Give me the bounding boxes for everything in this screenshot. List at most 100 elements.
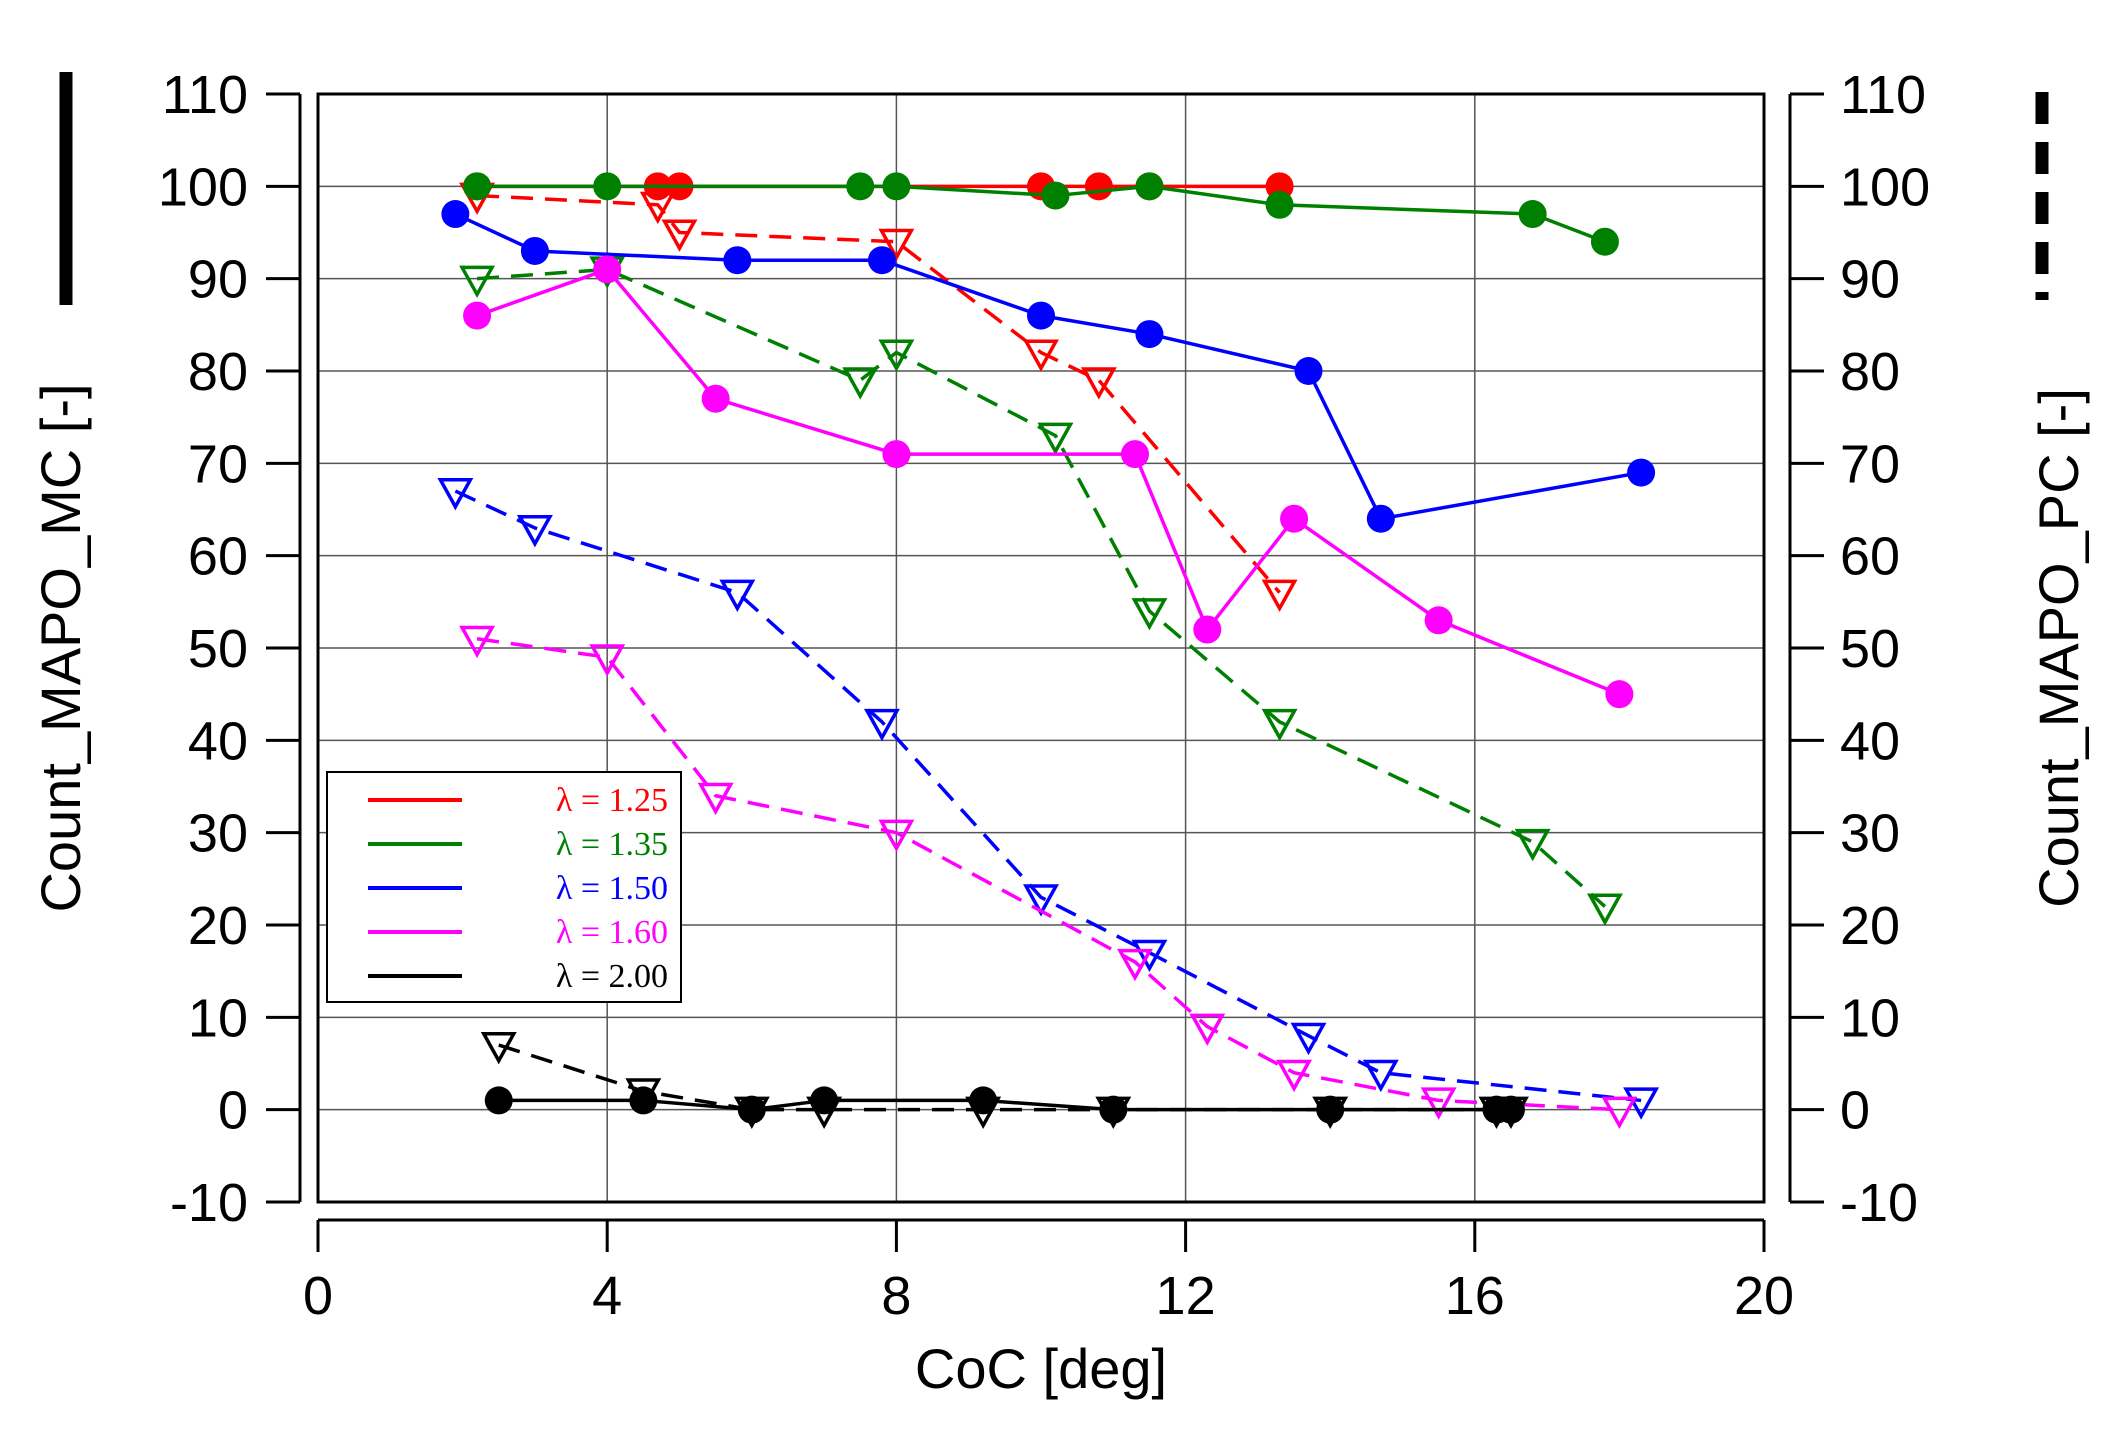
right-tick-label: 40 — [1840, 711, 1900, 771]
data-point — [437, 478, 474, 511]
data-point — [737, 1095, 766, 1124]
series-mc — [463, 172, 1619, 256]
data-point — [701, 384, 730, 413]
data-point — [661, 219, 698, 252]
data-point — [1496, 1095, 1525, 1124]
series-pc — [437, 478, 1660, 1120]
left-tick-label: 80 — [188, 342, 248, 402]
data-point — [1027, 301, 1055, 330]
data-point — [1265, 190, 1294, 219]
right-tick-label: 30 — [1840, 804, 1900, 864]
right-tick-label: 60 — [1840, 527, 1900, 587]
right-tick-label: 110 — [1840, 65, 1926, 125]
data-point — [1601, 1096, 1638, 1130]
left-tick-label: 100 — [158, 157, 248, 217]
bottom-axis: 0 4 8 12 16 20 — [303, 1218, 1794, 1326]
left-tick-label: -10 — [170, 1173, 248, 1233]
legend-label: λ = 1.50 — [556, 870, 668, 907]
legend: λ = 1.25 λ = 1.35 λ = 1.50 λ = 1.60 λ = 2.00 — [326, 771, 682, 1003]
left-tick-label: 40 — [188, 711, 248, 771]
series-line — [454, 212, 1642, 521]
data-point — [846, 172, 875, 201]
series-line — [454, 489, 1642, 1103]
data-point — [878, 228, 915, 262]
series-pc — [459, 625, 1638, 1130]
data-point — [593, 255, 622, 284]
left-axis: -10 0 10 20 30 40 50 60 70 80 90 100 110 — [158, 65, 302, 1233]
right-axis: -10 0 10 20 30 40 50 60 70 80 90 100 110 — [1788, 65, 1930, 1233]
right-tick-label: 80 — [1840, 342, 1900, 402]
data-point — [878, 819, 915, 853]
data-point — [1290, 1022, 1327, 1056]
legend-label: λ = 2.00 — [556, 958, 668, 995]
data-point — [516, 514, 553, 548]
data-point — [723, 246, 752, 275]
right-tick-label: 100 — [1840, 157, 1930, 217]
series-layer — [437, 172, 1660, 1130]
x-axis-label: CoC [deg] — [915, 1337, 1167, 1400]
data-point — [969, 1086, 998, 1115]
series-line — [476, 267, 1607, 908]
data-point — [1193, 615, 1222, 644]
data-point — [1420, 1087, 1457, 1120]
bottom-tick-label: 12 — [1156, 1266, 1216, 1326]
data-point — [593, 172, 622, 201]
data-point — [589, 644, 626, 677]
data-point — [1023, 339, 1059, 372]
data-point — [629, 1086, 658, 1115]
data-point — [1135, 172, 1164, 201]
data-point — [1117, 948, 1153, 982]
data-point — [1261, 579, 1298, 612]
data-point — [1037, 422, 1074, 455]
legend-label: λ = 1.25 — [556, 782, 668, 819]
right-tick-label: 50 — [1840, 619, 1900, 679]
data-point — [1041, 181, 1070, 210]
series-mc — [441, 200, 1656, 533]
series-line — [476, 637, 1620, 1112]
data-point — [1120, 440, 1149, 469]
data-point — [480, 1032, 517, 1065]
y-axis-label-right: Count_MAPO_PC [-] — [2027, 388, 2090, 908]
right-tick-label: 0 — [1840, 1081, 1870, 1141]
series-mc — [463, 255, 1634, 709]
data-point — [1366, 504, 1395, 533]
y-axis-label-left: Count_MAPO_MC [-] — [29, 383, 92, 912]
data-point — [1131, 939, 1168, 973]
data-point — [1316, 1095, 1345, 1124]
right-tick-label: 70 — [1840, 434, 1900, 494]
data-point — [520, 236, 549, 265]
right-tick-label: 90 — [1840, 250, 1900, 310]
data-point — [1627, 458, 1656, 487]
data-point — [463, 172, 492, 201]
data-point — [882, 440, 911, 469]
data-point — [1135, 320, 1164, 349]
data-point — [1189, 1013, 1226, 1046]
left-tick-label: 10 — [188, 988, 248, 1048]
bottom-tick-label: 4 — [592, 1266, 622, 1326]
right-tick-label: 10 — [1840, 988, 1900, 1048]
bottom-tick-label: 0 — [303, 1266, 333, 1326]
data-point — [1099, 1095, 1128, 1124]
data-point — [1362, 1059, 1399, 1093]
right-tick-label: -10 — [1840, 1173, 1918, 1233]
data-point — [1586, 893, 1623, 926]
bottom-tick-label: 16 — [1445, 1266, 1505, 1326]
data-point — [863, 708, 900, 742]
data-point — [1131, 598, 1168, 631]
legend-label: λ = 1.60 — [556, 914, 668, 951]
plot-frame — [316, 92, 1766, 1204]
data-point — [1276, 1059, 1313, 1093]
right-tick-label: 20 — [1840, 896, 1900, 956]
data-point — [878, 339, 915, 372]
data-point — [463, 301, 492, 330]
series-mc — [484, 1086, 1525, 1124]
data-point — [441, 200, 470, 229]
data-point — [1294, 357, 1323, 385]
data-point — [1605, 680, 1634, 709]
series-line — [476, 193, 1281, 594]
data-point — [810, 1086, 839, 1115]
data-point — [1590, 227, 1619, 256]
bottom-tick-label: 20 — [1734, 1266, 1794, 1326]
left-tick-label: 60 — [188, 527, 248, 587]
